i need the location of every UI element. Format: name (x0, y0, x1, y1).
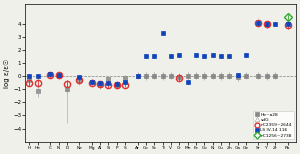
Y-axis label: log ε/ε☉: log ε/ε☉ (4, 58, 10, 87)
Legend: He~a28, sdG, nC2359~2644, LS IV-14 116, nC1256~2738: He~a28, sdG, nC2359~2644, LS IV-14 116, … (253, 111, 294, 139)
